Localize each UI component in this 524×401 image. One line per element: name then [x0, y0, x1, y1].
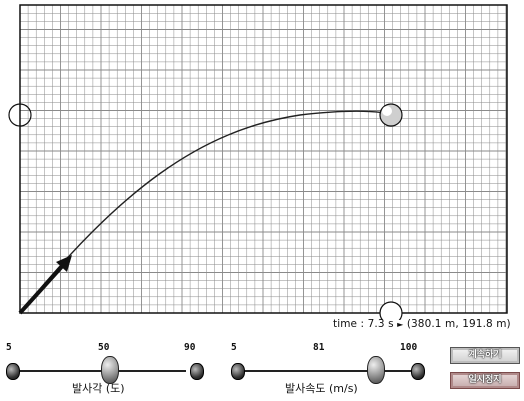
angle-max-value: 90 [184, 342, 196, 353]
grid-lines [19, 4, 507, 314]
speed-min-value: 5 [231, 342, 237, 353]
speed-min-knob[interactable] [231, 363, 245, 380]
position-readout: (380.1 m, 191.8 m) [406, 318, 511, 330]
simulation-grid [8, 4, 508, 320]
continue-button[interactable]: 계속하기 [450, 347, 520, 364]
angle-min-knob[interactable] [6, 363, 20, 380]
speed-slider-track[interactable] [245, 370, 413, 372]
angle-min-value: 5 [6, 342, 12, 353]
angle-slider[interactable]: 5 50 90 발사각 (도) [0, 342, 210, 395]
angle-slider-thumb[interactable] [101, 356, 119, 384]
distance-marker-icon [379, 301, 403, 320]
speed-current-value: 81 [313, 342, 325, 353]
grid-border [19, 4, 508, 314]
trajectory-path [19, 110, 393, 314]
pause-button[interactable]: 일시정지 [450, 372, 520, 389]
speed-max-value: 100 [400, 342, 418, 353]
launch-arrow-icon [18, 255, 72, 315]
angle-current-value: 50 [98, 342, 110, 353]
readout-arrow-icon: ► [397, 320, 404, 329]
speed-max-knob[interactable] [411, 363, 425, 380]
projectile-ball-icon [379, 103, 403, 127]
angle-slider-label: 발사각 (도) [72, 382, 125, 395]
speed-slider-label: 발사속도 (m/s) [285, 382, 358, 395]
time-position-readout: time : 7.3 s ► (380.1 m, 191.8 m) [333, 318, 511, 330]
speed-slider[interactable]: 5 81 100 발사속도 (m/s) [225, 342, 425, 395]
height-marker-icon [8, 103, 32, 127]
speed-slider-thumb[interactable] [367, 356, 385, 384]
time-readout: time : 7.3 s [333, 318, 394, 330]
angle-max-knob[interactable] [190, 363, 204, 380]
